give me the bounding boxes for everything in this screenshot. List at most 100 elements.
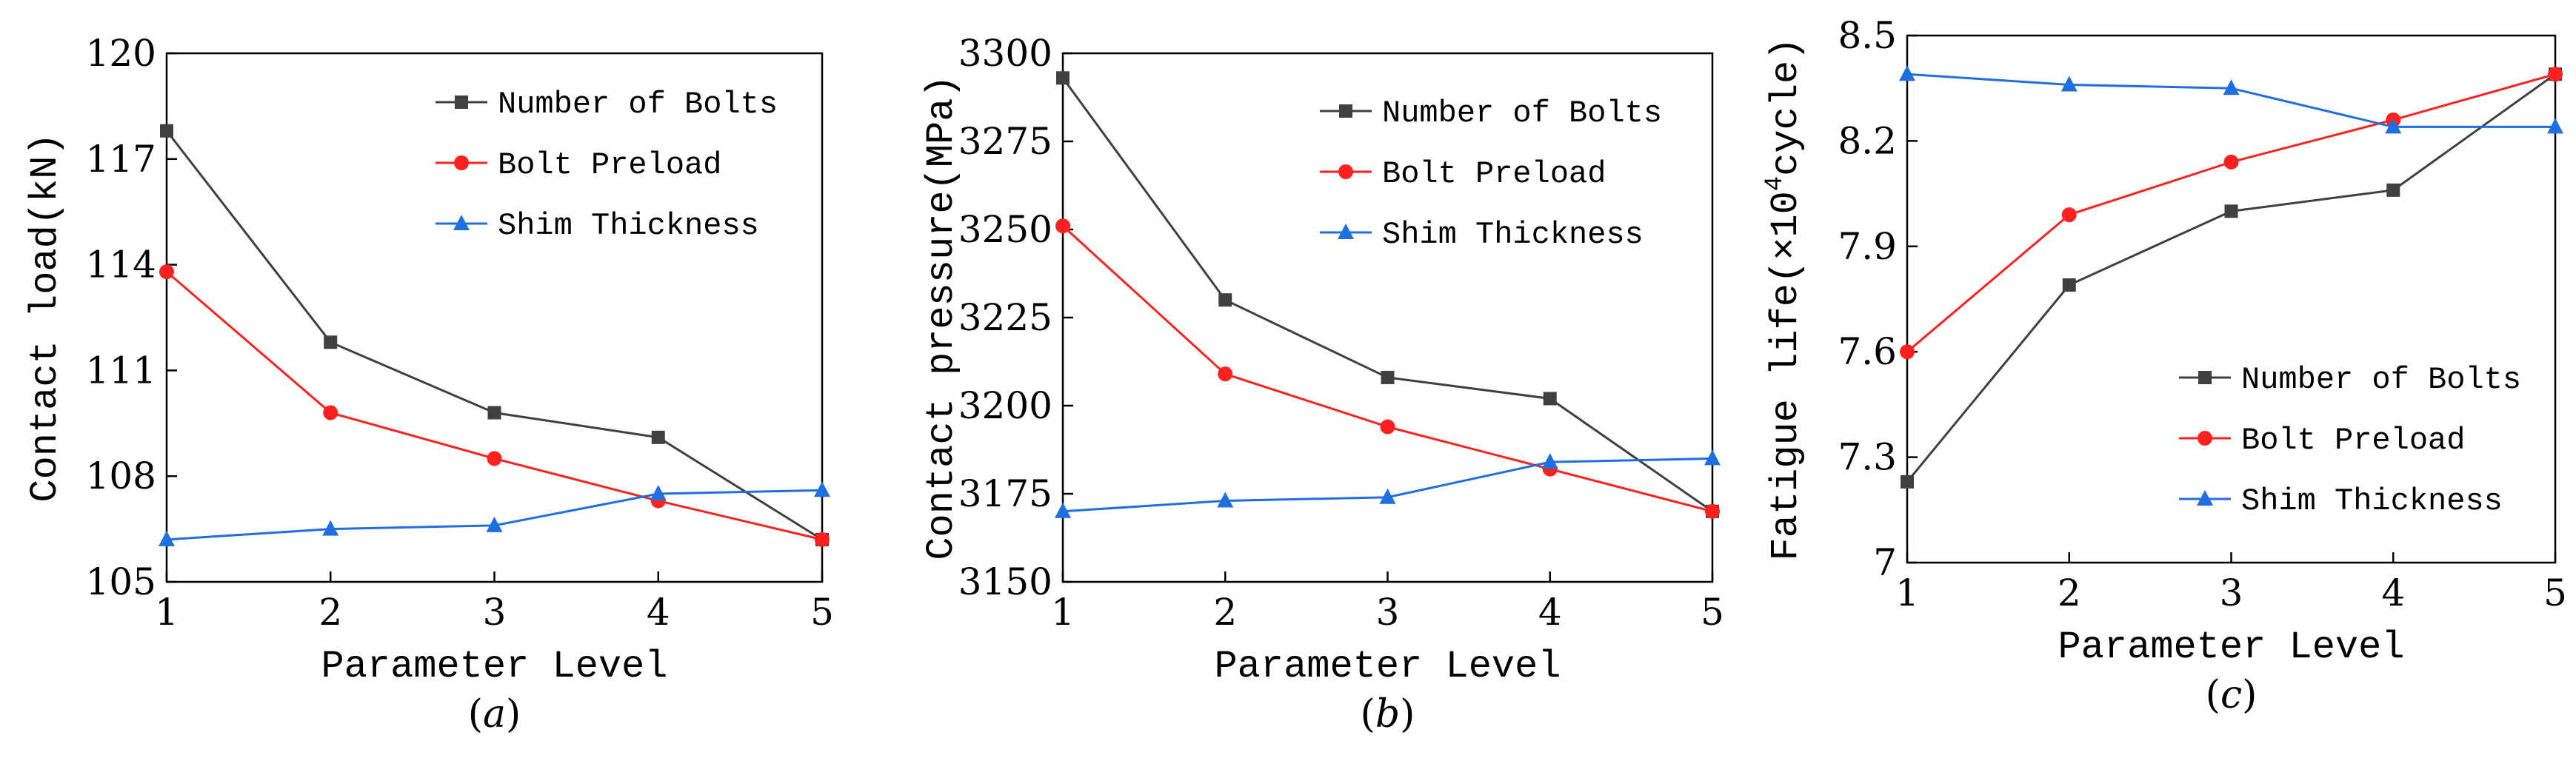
x-tick-label: 1 [1051, 591, 1075, 634]
series-bolt-preload [1055, 218, 1720, 519]
x-tick-label: 2 [2058, 571, 2081, 614]
data-point [1380, 419, 1395, 435]
data-point [2547, 118, 2563, 134]
legend-item: Number of Bolts [436, 87, 778, 122]
x-tick-label: 2 [318, 591, 342, 634]
x-axis-label: Parameter Level [321, 645, 667, 688]
legend-label: Bolt Preload [1382, 156, 1606, 192]
chart-panel-a: 105 108 111 114 117 120 1 2 3 4 5 Parameter Level Co… [24, 32, 834, 737]
legend-marker [1338, 224, 1354, 239]
data-point [1218, 366, 1233, 382]
y-tick-label: 7.9 [1838, 225, 1897, 268]
legend-marker [453, 215, 470, 230]
data-point [322, 520, 339, 536]
data-point [1900, 344, 1915, 360]
legend-label: Number of Bolts [2241, 362, 2521, 398]
legend-item: Shim Thickness [436, 208, 759, 244]
legend-label: Number of Bolts [498, 87, 778, 122]
x-tick-label: 3 [2220, 571, 2243, 614]
data-point [324, 335, 338, 349]
y-tick-label: 117 [86, 138, 156, 181]
y-axis-label: Fatigue life(×104cycle) [1761, 38, 1808, 561]
x-tick-label: 2 [1213, 591, 1237, 634]
y-tick-label: 3225 [958, 296, 1052, 339]
data-point [2061, 207, 2077, 223]
data-point [651, 430, 665, 444]
series-line [166, 489, 823, 541]
y-tick-label: 120 [86, 32, 156, 75]
x-tick-label: 5 [810, 591, 834, 634]
data-point [2224, 204, 2238, 218]
y-tick-label: 111 [86, 349, 156, 392]
series-line [1906, 73, 2556, 483]
legend-label: Shim Thickness [1382, 217, 1644, 252]
data-point [1379, 488, 1396, 504]
y-tick-label: 3175 [958, 472, 1052, 515]
series-bolt-preload [159, 264, 830, 547]
series-line [1061, 77, 1713, 513]
data-point [323, 405, 338, 420]
x-tick-label: 1 [155, 591, 178, 634]
y-tick-label: 105 [86, 560, 156, 603]
plot-frame [165, 52, 824, 583]
data-point [2223, 154, 2239, 170]
legend-item: Number of Bolts [1320, 95, 1662, 131]
series-shim-thickness [1055, 449, 1721, 518]
y-tick-label: 3150 [958, 560, 1052, 603]
chart-panel-b: 3150 3175 3200 3225 3250 3275 3300 1 2 3 4 5 Paramet… [920, 32, 1724, 737]
x-tick-label: 3 [483, 591, 507, 634]
legend-label: Number of Bolts [1382, 95, 1662, 131]
legend-marker [2198, 431, 2212, 446]
panel-caption: (a) [468, 692, 521, 737]
y-tick-label: 108 [86, 455, 156, 497]
data-point [2548, 67, 2563, 82]
data-point [1541, 453, 1558, 469]
x-tick-label: 4 [1538, 591, 1562, 634]
x-tick-label: 3 [1376, 591, 1400, 634]
series-number-of-bolts [160, 124, 829, 546]
legend-item: Shim Thickness [1320, 217, 1644, 252]
data-point [160, 124, 173, 138]
legend-item: Number of Bolts [2179, 362, 2521, 398]
x-tick-label: 4 [647, 591, 670, 634]
data-point [487, 451, 502, 466]
data-point [1899, 65, 1915, 81]
legend: Number of Bolts Bolt Preload Shim Thicknes… [436, 87, 778, 244]
legend-marker [1338, 164, 1353, 179]
panel-caption: (c) [2206, 673, 2258, 717]
data-point [1381, 370, 1395, 384]
data-point [1217, 492, 1234, 508]
legend-item: Bolt Preload [1320, 156, 1606, 192]
series-line [166, 270, 823, 541]
chart-panel-c: 7 7.3 7.6 7.9 8.2 8.5 1 2 3 4 5 Parameter Level Fati… [1761, 14, 2567, 717]
data-point [1055, 502, 1071, 518]
data-point [159, 530, 175, 546]
x-axis-label: Parameter Level [2058, 626, 2404, 669]
data-point [2062, 278, 2076, 292]
data-point [1055, 218, 1070, 234]
legend-label: Bolt Preload [2241, 423, 2465, 458]
data-point [2385, 118, 2402, 134]
y-tick-label: 7.6 [1838, 330, 1897, 373]
legend-item: Bolt Preload [2179, 423, 2465, 458]
x-tick-label: 1 [1895, 571, 1919, 614]
legend-marker [455, 95, 468, 109]
series-line [1061, 225, 1713, 513]
data-point [487, 406, 501, 420]
data-point [814, 481, 830, 497]
data-point [1218, 293, 1232, 307]
legend: Number of Bolts Bolt Preload Shim Thicknes… [2179, 362, 2521, 519]
legend-label: Shim Thickness [2241, 483, 2503, 519]
legend-marker [2197, 490, 2213, 506]
data-point [159, 264, 174, 280]
data-point [650, 485, 667, 500]
y-tick-label: 8.5 [1838, 14, 1897, 57]
legend-item: Shim Thickness [2179, 483, 2503, 519]
data-point [1543, 392, 1557, 406]
series-line [165, 130, 823, 541]
legend-label: Bolt Preload [498, 147, 721, 183]
legend-label: Shim Thickness [498, 208, 759, 244]
series-shim-thickness [1899, 65, 2563, 134]
y-axis-label: Contact load(kN) [24, 133, 67, 502]
